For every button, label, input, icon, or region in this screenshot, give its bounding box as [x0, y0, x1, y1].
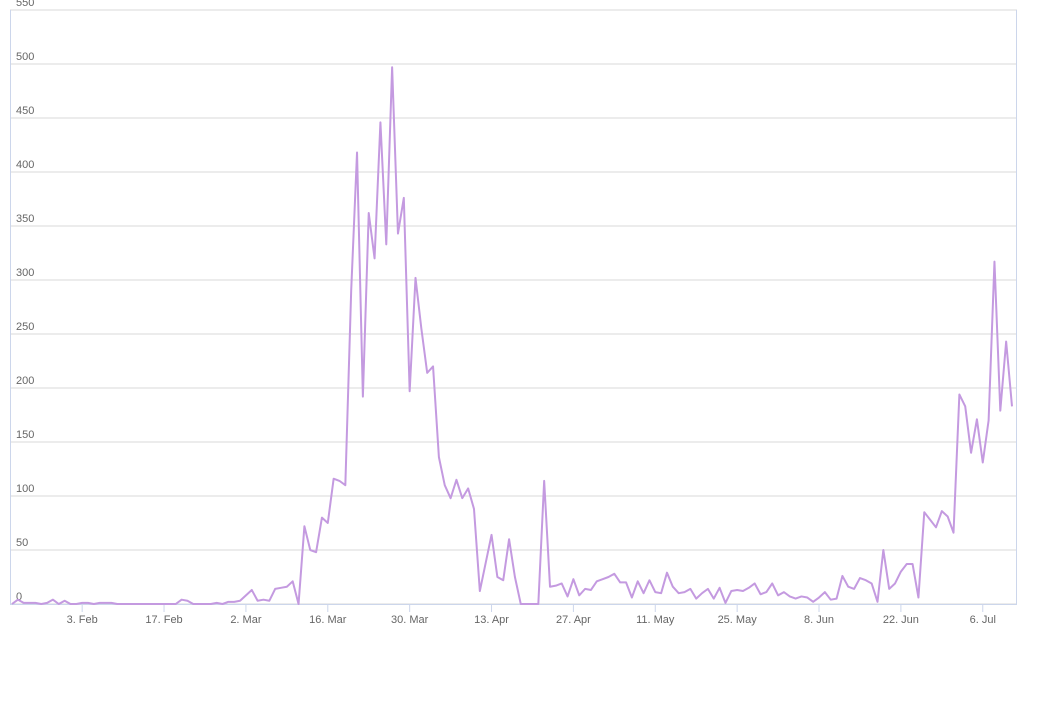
y-tick-label: 250 [16, 321, 34, 333]
data-line [11, 66, 1013, 605]
x-tick-label: 17. Feb [145, 614, 182, 626]
y-tick-label: 500 [16, 51, 34, 63]
x-tick-label: 13. Apr [474, 614, 509, 626]
y-tick-label: 350 [16, 213, 34, 225]
y-tick-label: 450 [16, 105, 34, 117]
y-tick-label: 100 [16, 483, 34, 495]
x-tick-label: 11. May [636, 614, 675, 626]
x-tick-label: 30. Mar [391, 614, 429, 626]
x-tick-label: 25. May [718, 614, 758, 626]
x-tick-label: 3. Feb [67, 614, 98, 626]
x-tick-label: 6. Jul [970, 614, 996, 626]
x-tick-label: 27. Apr [556, 614, 591, 626]
x-tick-label: 16. Mar [309, 614, 347, 626]
x-tick-label: 22. Jun [883, 614, 919, 626]
y-tick-label: 300 [16, 267, 34, 279]
x-tick-label: 8. Jun [804, 614, 834, 626]
y-tick-label: 200 [16, 375, 34, 387]
y-tick-label: 50 [16, 537, 28, 549]
y-tick-label: 0 [16, 591, 22, 603]
x-tick-label: 2. Mar [230, 614, 262, 626]
y-tick-label: 550 [16, 0, 34, 9]
y-tick-label: 150 [16, 429, 34, 441]
y-tick-label: 400 [16, 159, 34, 171]
